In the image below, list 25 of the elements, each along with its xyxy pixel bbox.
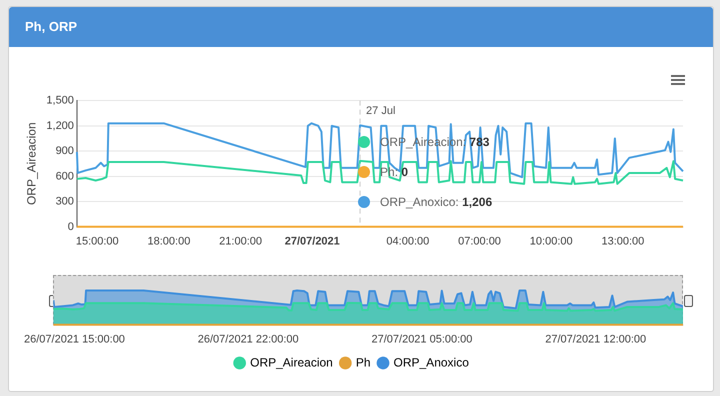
annotation: ORP_Anoxico: 1,206 bbox=[380, 194, 492, 209]
y-tick-label: 1,200 bbox=[46, 120, 74, 132]
y-axis-title: ORP_Aireacion bbox=[24, 122, 39, 206]
x-tick-label: 27/07/2021 05:00:00 bbox=[371, 333, 472, 346]
x-tick-label: 18:00:00 bbox=[148, 235, 190, 248]
legend-label: ORP_Anoxico bbox=[394, 355, 470, 370]
x-tick-label: 27/07/2021 bbox=[284, 235, 340, 248]
x-tick-label: 04:00:00 bbox=[386, 235, 430, 248]
x-tick-label: 21:00:00 bbox=[219, 235, 262, 248]
y-tick-label: 600 bbox=[56, 170, 74, 182]
legend-label: Ph bbox=[356, 355, 371, 370]
annotation: 27 Jul bbox=[366, 104, 396, 117]
y-tick-label: 300 bbox=[56, 196, 74, 208]
x-tick-label: 27/07/2021 12:00:00 bbox=[545, 333, 646, 346]
x-tick-label: 26/07/2021 15:00:00 bbox=[24, 333, 125, 346]
chart-title: Ph, ORP bbox=[25, 19, 78, 34]
x-tick-label: 15:00:00 bbox=[76, 235, 119, 248]
x-tick-label: 13:00:00 bbox=[601, 235, 644, 248]
x-tick-label: 26/07/2021 22:00:00 bbox=[198, 333, 299, 346]
x-tick-label: 07:00:00 bbox=[458, 235, 501, 248]
y-tick-label: 0 bbox=[68, 220, 74, 233]
x-tick-label: 10:00:00 bbox=[530, 235, 573, 248]
y-tick-label: 900 bbox=[56, 145, 74, 158]
legend-label: ORP_Aireacion bbox=[250, 355, 333, 370]
y-tick-label: 1,500 bbox=[46, 94, 74, 107]
